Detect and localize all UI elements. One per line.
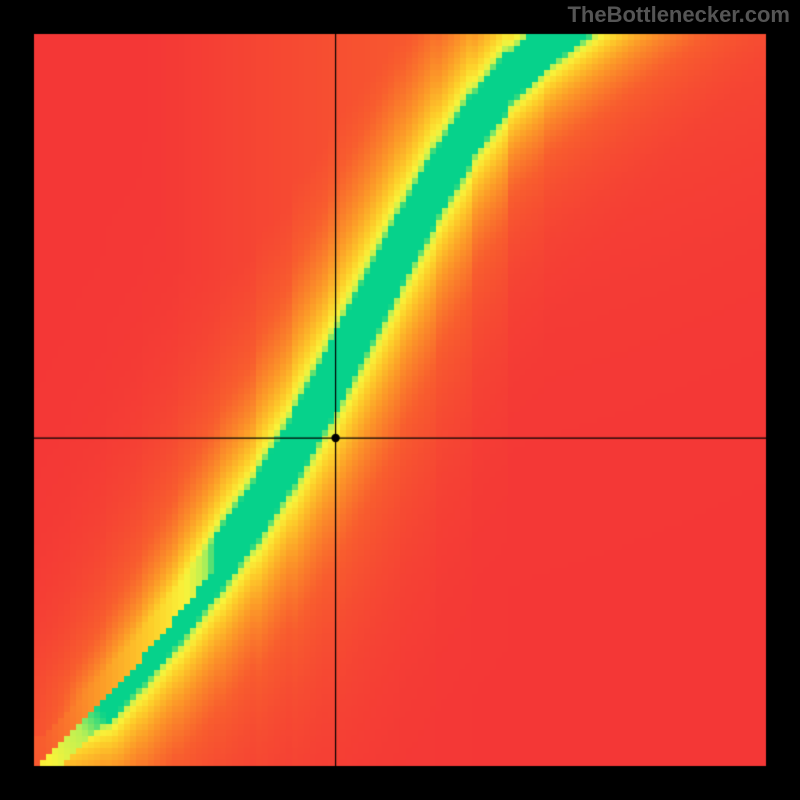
watermark-text: TheBottlenecker.com bbox=[567, 2, 790, 28]
bottleneck-heatmap bbox=[0, 0, 800, 800]
chart-container: TheBottlenecker.com bbox=[0, 0, 800, 800]
